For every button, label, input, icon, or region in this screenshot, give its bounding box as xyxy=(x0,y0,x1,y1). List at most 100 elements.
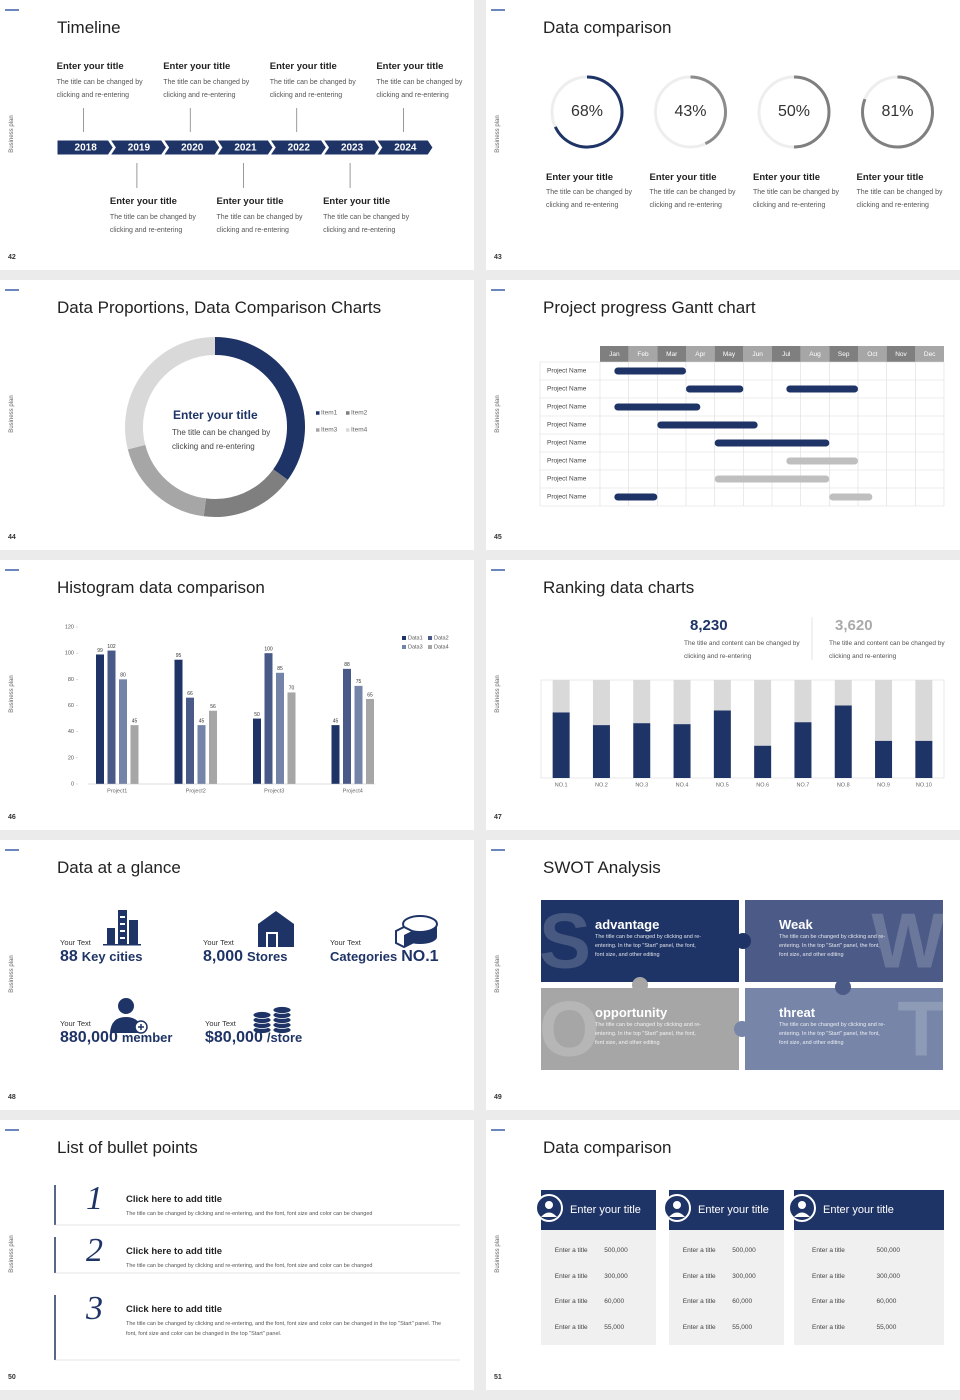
y-tick-label: 120 xyxy=(65,624,74,630)
slide-graphics: 68% 43% 50% 81% xyxy=(550,75,934,149)
month-label: Nov xyxy=(895,351,907,358)
item-text: The title can be changed by clicking and… xyxy=(216,214,303,234)
icon-shape xyxy=(118,910,127,945)
bullet-title: Click here to add title xyxy=(126,1246,223,1257)
bar xyxy=(186,697,194,784)
gantt-bar xyxy=(786,457,858,465)
stat-line: Categories NO.1 xyxy=(330,948,439,966)
year-label: 2021 xyxy=(234,143,257,154)
header-cell xyxy=(886,346,916,362)
stat-unit: Key cities xyxy=(81,949,143,964)
bar-segment xyxy=(592,725,610,778)
bullet-number: 2 xyxy=(86,1232,103,1269)
slide-graphics: 0 20 40 60 80 100 120 Project1 Project2 Project3 P… xyxy=(65,624,449,794)
swot-text: The title can be changed by clicking and… xyxy=(595,1022,702,1046)
x-tick-label: NO.3 xyxy=(635,782,648,788)
legend-label: Data2 xyxy=(434,635,449,641)
side-label: Business plan xyxy=(495,1235,501,1273)
icon-shape xyxy=(129,920,138,945)
row-name: Project Name xyxy=(547,440,587,447)
gantt-bar xyxy=(614,493,658,501)
slide-number: 47 xyxy=(494,814,502,821)
year-label: 2019 xyxy=(128,143,151,154)
bullet-number: 3 xyxy=(86,1290,103,1327)
value-label: 66 xyxy=(187,691,193,697)
item-title: Enter your title xyxy=(163,61,231,72)
stat-label: Your Text xyxy=(330,938,361,947)
logo-mark xyxy=(5,9,19,11)
puzzle-knob xyxy=(632,977,648,993)
header-cell xyxy=(714,346,744,362)
stat-value: 88 xyxy=(60,948,78,965)
icon-coin xyxy=(252,1011,272,1019)
row-label: Enter a title xyxy=(554,1324,588,1331)
icon-window xyxy=(120,923,125,925)
x-tick-label: Project2 xyxy=(186,788,206,794)
bar xyxy=(343,668,351,784)
timeline-segment xyxy=(162,139,221,156)
bar-segment xyxy=(552,712,570,778)
stat-line: 880,000 member xyxy=(60,1029,172,1047)
card-title: Enter your title xyxy=(698,1204,769,1216)
year-label: 2024 xyxy=(394,143,417,154)
item-text: The title can be changed by clicking and… xyxy=(376,79,463,99)
legend-swatch xyxy=(346,411,350,415)
row-label: Enter a title xyxy=(682,1247,716,1254)
bar-segment xyxy=(673,724,691,778)
bar xyxy=(366,698,374,784)
icon-shape xyxy=(402,915,438,933)
bar-segment xyxy=(713,680,731,711)
value-label: 45 xyxy=(199,718,205,724)
slide-number: 46 xyxy=(8,814,16,821)
donut-slice xyxy=(203,469,288,517)
ring-label: 50% xyxy=(778,103,810,120)
bar xyxy=(287,692,296,784)
timeline-segment xyxy=(375,139,434,156)
logo-mark xyxy=(491,9,505,11)
row-value: 60,000 xyxy=(876,1298,897,1305)
row-value: 60,000 xyxy=(732,1298,753,1305)
gantt-bar xyxy=(714,439,830,447)
value-label: 99 xyxy=(97,648,103,654)
slide-title: List of bullet points xyxy=(57,1138,198,1157)
logo-mark xyxy=(5,1129,19,1131)
ring-label: 43% xyxy=(674,103,706,120)
icon-shape xyxy=(107,928,115,945)
stat-unit: Stores xyxy=(247,949,288,964)
bar xyxy=(354,685,363,784)
swot-text: The title can be changed by clicking and… xyxy=(779,1022,886,1046)
header-cell xyxy=(600,346,629,362)
slide-number: 49 xyxy=(494,1094,502,1101)
row-label: Enter a title xyxy=(812,1247,845,1254)
stat-value: 880,000 xyxy=(60,1029,118,1046)
bar-segment xyxy=(673,680,691,725)
side-label: Business plan xyxy=(9,955,15,993)
stat-text: The title and content can be changed by … xyxy=(684,640,800,660)
month-label: Jun xyxy=(752,351,763,358)
x-tick-label: NO.8 xyxy=(837,782,850,788)
gantt-bar xyxy=(786,385,858,393)
y-tick-label: 60 xyxy=(68,703,74,709)
row-label: Enter a title xyxy=(554,1247,588,1254)
card-title: Enter your title xyxy=(823,1204,894,1216)
legend-label: Item3 xyxy=(321,427,338,434)
slide-number: 48 xyxy=(8,1094,16,1101)
icon-shape xyxy=(103,944,141,946)
month-label: Jul xyxy=(782,351,791,358)
logo-mark xyxy=(491,849,505,851)
x-tick-label: NO.10 xyxy=(916,782,932,788)
puzzle-knob xyxy=(735,933,751,949)
row-label: Enter a title xyxy=(554,1273,588,1280)
bar xyxy=(119,679,127,784)
row-label: Enter a title xyxy=(554,1298,588,1305)
bar xyxy=(264,653,273,784)
bar-segment xyxy=(794,680,812,723)
bullet-title: Click here to add title xyxy=(126,1304,223,1315)
logo-mark xyxy=(491,1129,505,1131)
value-label: 45 xyxy=(132,718,138,724)
item-title: Enter your title xyxy=(216,196,284,207)
stat-value: 8,000 xyxy=(203,948,244,965)
bar xyxy=(174,659,183,784)
x-tick-label: NO.1 xyxy=(555,782,568,788)
logo-mark xyxy=(491,569,505,571)
